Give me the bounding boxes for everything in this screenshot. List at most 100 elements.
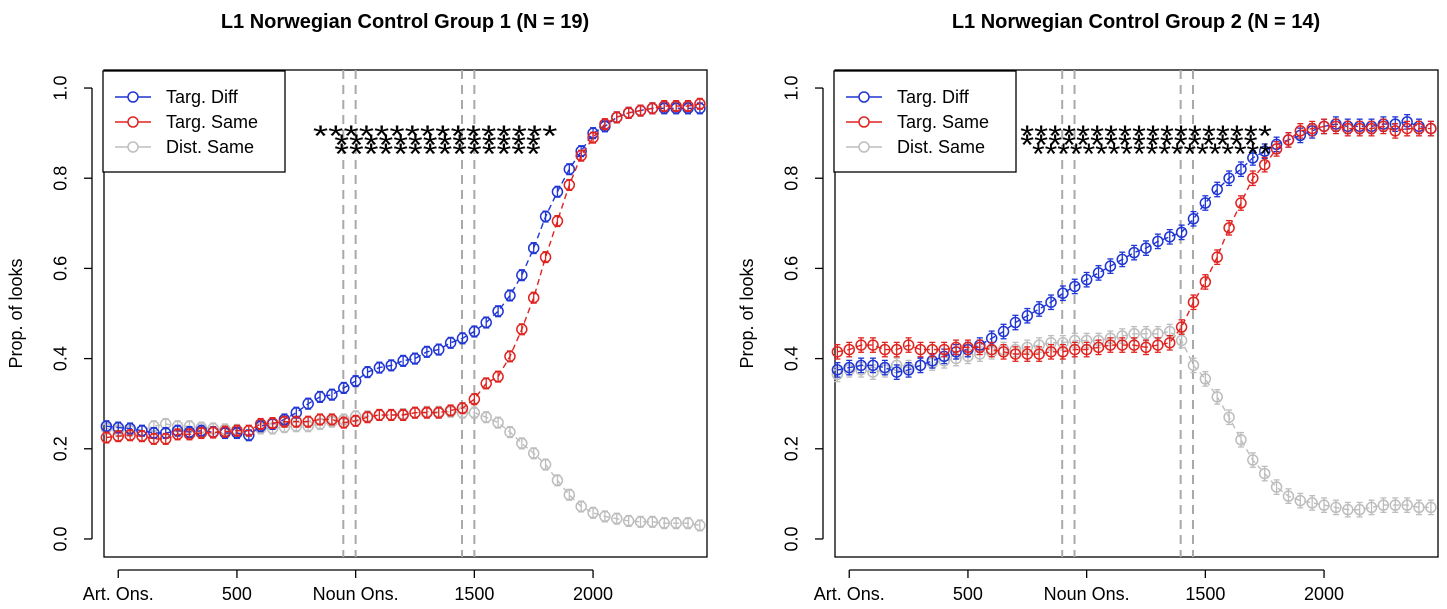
data-point xyxy=(1235,197,1247,209)
data-point xyxy=(468,393,481,405)
y-tick-label: 1.0 xyxy=(51,76,71,101)
data-point xyxy=(658,100,671,112)
data-point xyxy=(231,424,243,437)
x-tick-label: 2000 xyxy=(573,584,613,604)
data-point xyxy=(1294,494,1307,507)
data-point xyxy=(575,500,587,513)
data-point xyxy=(997,325,1010,338)
data-point xyxy=(302,397,314,410)
legend-swatch-marker xyxy=(127,91,139,103)
significance-asterisks: ************** xyxy=(334,138,541,171)
data-point xyxy=(1152,235,1164,248)
data-point xyxy=(1365,122,1378,135)
data-point xyxy=(1377,499,1390,511)
data-point xyxy=(456,402,469,414)
data-point xyxy=(1033,348,1045,360)
data-point xyxy=(373,409,386,421)
data-point xyxy=(867,339,879,351)
data-point xyxy=(385,359,398,372)
data-point xyxy=(914,343,927,356)
data-point xyxy=(1033,303,1045,315)
data-point xyxy=(219,425,231,438)
y-axis-label: Prop. of looks xyxy=(6,258,26,368)
data-point xyxy=(112,430,124,442)
data-point xyxy=(867,359,879,372)
data-point xyxy=(1140,242,1152,254)
data-point xyxy=(183,428,196,441)
data-point xyxy=(670,100,682,112)
chart-panel-1: L1 Norwegian Control Group 1 (N = 19) Pro… xyxy=(6,11,708,604)
data-point xyxy=(551,474,564,487)
data-point xyxy=(563,179,576,191)
data-point xyxy=(587,131,599,144)
series-line xyxy=(106,411,701,527)
data-point xyxy=(1045,346,1057,358)
data-point xyxy=(397,355,409,367)
data-point xyxy=(361,411,374,423)
legend-label: Targ. Diff xyxy=(166,87,239,107)
data-point xyxy=(1045,296,1057,308)
data-point xyxy=(575,149,587,162)
data-point xyxy=(195,427,208,439)
data-point xyxy=(432,343,445,356)
series-targ-same xyxy=(100,97,706,445)
legend-label: Dist. Same xyxy=(166,137,254,157)
data-point xyxy=(1187,213,1200,225)
data-point xyxy=(646,102,659,115)
data-point xyxy=(409,352,421,365)
data-point xyxy=(1211,391,1223,403)
data-point xyxy=(539,210,552,223)
data-point xyxy=(855,339,867,351)
data-point xyxy=(611,512,623,525)
data-point xyxy=(670,517,682,529)
data-point xyxy=(599,510,611,523)
data-point xyxy=(338,382,350,394)
data-point xyxy=(1163,337,1176,349)
legend-swatch-marker xyxy=(858,141,870,153)
data-point xyxy=(1175,321,1188,333)
data-point xyxy=(314,391,326,403)
significance-asterisks: ***************** xyxy=(1020,129,1258,162)
data-point xyxy=(694,519,706,532)
data-point xyxy=(1009,348,1022,360)
data-point xyxy=(985,343,998,356)
x-tick-label: 2000 xyxy=(1304,584,1344,604)
data-point xyxy=(1401,499,1413,511)
data-point xyxy=(843,343,855,356)
data-point xyxy=(349,375,362,387)
data-point xyxy=(100,420,113,432)
data-point xyxy=(148,433,160,445)
data-point xyxy=(890,343,903,356)
x-tick-label: Noun Ons. xyxy=(313,584,399,604)
data-point xyxy=(611,111,623,124)
data-point xyxy=(599,118,611,130)
x-tick-label: 1500 xyxy=(454,584,494,604)
data-point xyxy=(480,316,492,329)
data-point xyxy=(962,341,974,354)
data-point xyxy=(1163,231,1176,243)
series-line xyxy=(837,330,1431,511)
data-point xyxy=(456,332,469,345)
data-point xyxy=(243,424,255,437)
chart-title: L1 Norwegian Control Group 2 (N = 14) xyxy=(952,11,1320,33)
data-point xyxy=(1258,467,1271,480)
data-point xyxy=(855,359,867,372)
data-point xyxy=(136,430,148,442)
data-point xyxy=(1342,503,1354,516)
data-point xyxy=(421,346,433,358)
data-point xyxy=(1318,499,1330,511)
data-point xyxy=(1092,341,1105,354)
data-point xyxy=(100,431,113,444)
series-line xyxy=(837,121,1432,373)
data-point xyxy=(1223,172,1235,184)
data-point xyxy=(587,507,599,519)
data-point xyxy=(646,516,659,528)
data-point xyxy=(1306,122,1318,135)
data-point xyxy=(682,517,694,529)
data-point xyxy=(409,406,421,419)
data-point xyxy=(1080,343,1093,356)
y-tick-label: 0.4 xyxy=(782,346,802,371)
data-point xyxy=(1199,197,1212,209)
series-dist-same xyxy=(100,405,706,532)
data-point xyxy=(831,346,844,358)
